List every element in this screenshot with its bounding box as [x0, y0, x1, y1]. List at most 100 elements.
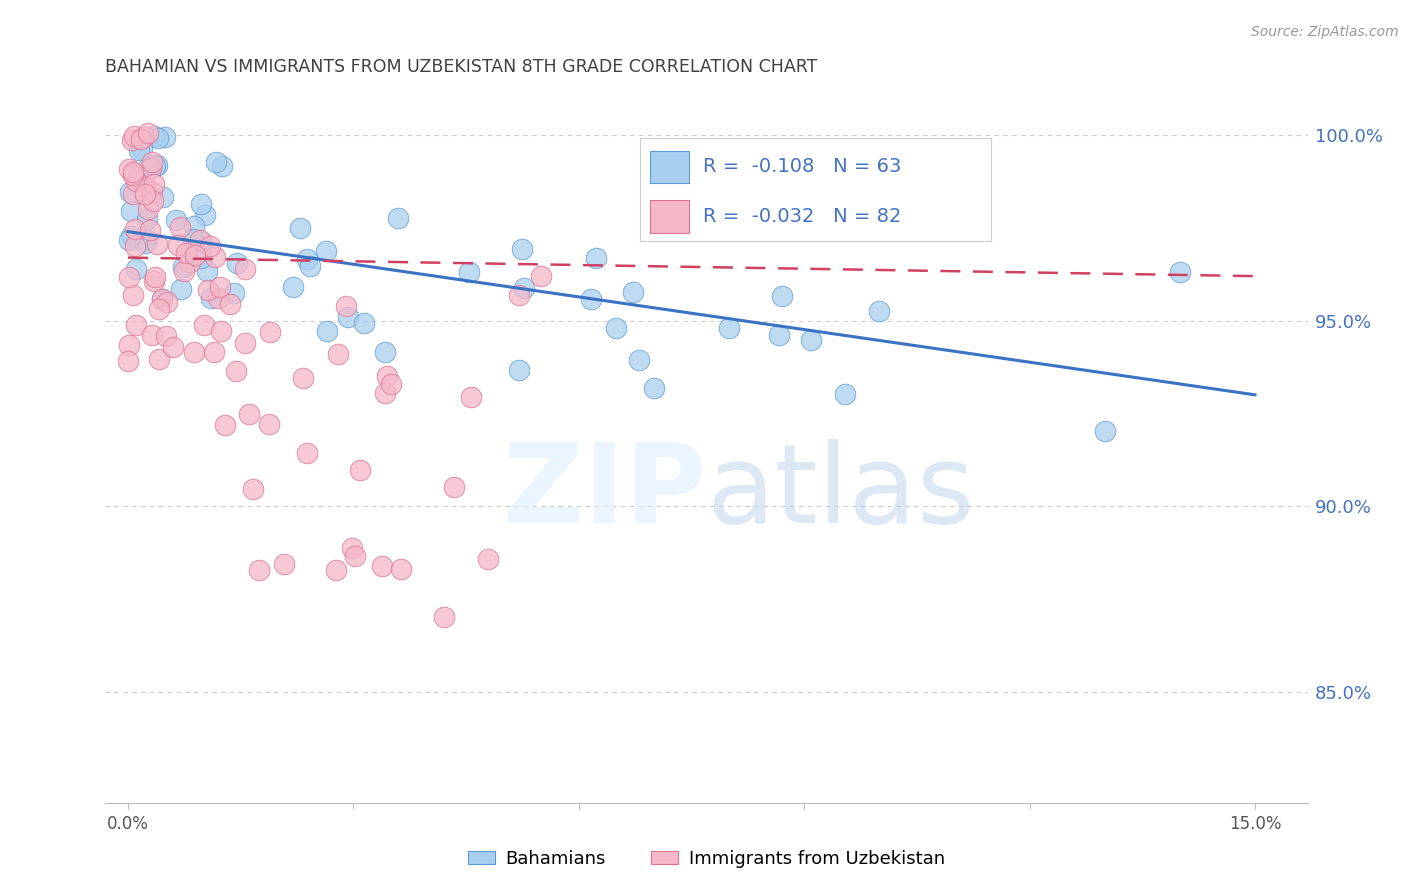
Point	[155, 329, 177, 343]
Point	[141, 328, 163, 343]
Point	[605, 321, 627, 335]
Point	[183, 248, 205, 262]
Point	[174, 246, 197, 260]
Point	[225, 364, 247, 378]
Point	[124, 221, 146, 235]
Point	[477, 552, 499, 566]
Point	[273, 558, 295, 572]
Point	[173, 264, 195, 278]
Point	[128, 143, 150, 157]
Point	[122, 288, 145, 302]
FancyBboxPatch shape	[650, 151, 689, 184]
Point	[202, 344, 225, 359]
Point	[238, 407, 260, 421]
Point	[247, 564, 270, 578]
Point	[134, 236, 156, 251]
Point	[209, 280, 232, 294]
Point	[387, 211, 409, 226]
Point	[340, 541, 363, 555]
Point	[136, 202, 159, 216]
Point	[148, 302, 170, 317]
Point	[375, 369, 398, 384]
Point	[122, 165, 145, 179]
Point	[621, 285, 644, 299]
Point	[194, 209, 217, 223]
Point	[460, 390, 482, 404]
Point	[295, 252, 318, 267]
Point	[259, 325, 281, 339]
Point	[226, 256, 249, 270]
Point	[389, 562, 412, 576]
Point	[136, 127, 159, 141]
Point	[1094, 425, 1116, 439]
Point	[148, 131, 170, 145]
Point	[120, 228, 142, 243]
Point	[335, 299, 357, 313]
Point	[124, 239, 146, 253]
Point	[770, 289, 793, 303]
Point	[129, 132, 152, 146]
Point	[233, 262, 256, 277]
Point	[170, 282, 193, 296]
Point	[179, 255, 201, 269]
Point	[141, 161, 163, 176]
Text: atlas: atlas	[707, 439, 974, 546]
Point	[204, 250, 226, 264]
Point	[131, 142, 153, 156]
Point	[834, 387, 856, 401]
Point	[292, 371, 315, 385]
Point	[138, 222, 160, 236]
Point	[190, 197, 212, 211]
Point	[118, 233, 141, 247]
Point	[371, 558, 394, 573]
Point	[627, 353, 650, 368]
Point	[153, 129, 176, 144]
Point	[214, 418, 236, 433]
Point	[443, 479, 465, 493]
Point	[233, 336, 256, 351]
Point	[156, 295, 179, 310]
Point	[512, 281, 534, 295]
Point	[122, 128, 145, 143]
Text: R =  -0.032   N = 82: R = -0.032 N = 82	[703, 207, 901, 226]
Point	[211, 159, 233, 173]
Point	[134, 186, 156, 201]
Text: ZIP: ZIP	[503, 439, 707, 546]
Point	[188, 233, 211, 247]
Point	[242, 482, 264, 496]
Point	[142, 274, 165, 288]
Point	[143, 160, 166, 174]
Point	[295, 446, 318, 460]
Point	[209, 324, 232, 338]
Point	[530, 269, 553, 284]
Point	[868, 303, 890, 318]
Point	[183, 345, 205, 359]
Point	[508, 287, 530, 301]
Point	[141, 186, 163, 200]
Point	[200, 291, 222, 305]
Point	[325, 563, 347, 577]
Point	[768, 327, 790, 342]
Point	[122, 186, 145, 201]
Point	[141, 155, 163, 169]
Text: R =  -0.108   N = 63: R = -0.108 N = 63	[703, 158, 901, 177]
Point	[143, 270, 166, 285]
Point	[288, 220, 311, 235]
Point	[118, 162, 141, 177]
Point	[579, 293, 602, 307]
Point	[136, 161, 159, 175]
Point	[510, 242, 533, 256]
Point	[162, 339, 184, 353]
Point	[134, 179, 156, 194]
Point	[800, 333, 823, 347]
Point	[125, 262, 148, 277]
Point	[167, 238, 190, 252]
Point	[508, 363, 530, 377]
Point	[169, 219, 191, 234]
Point	[121, 133, 143, 147]
Point	[165, 213, 187, 227]
Point	[197, 283, 219, 297]
Point	[718, 320, 741, 334]
Point	[343, 549, 366, 563]
Point	[172, 260, 194, 274]
